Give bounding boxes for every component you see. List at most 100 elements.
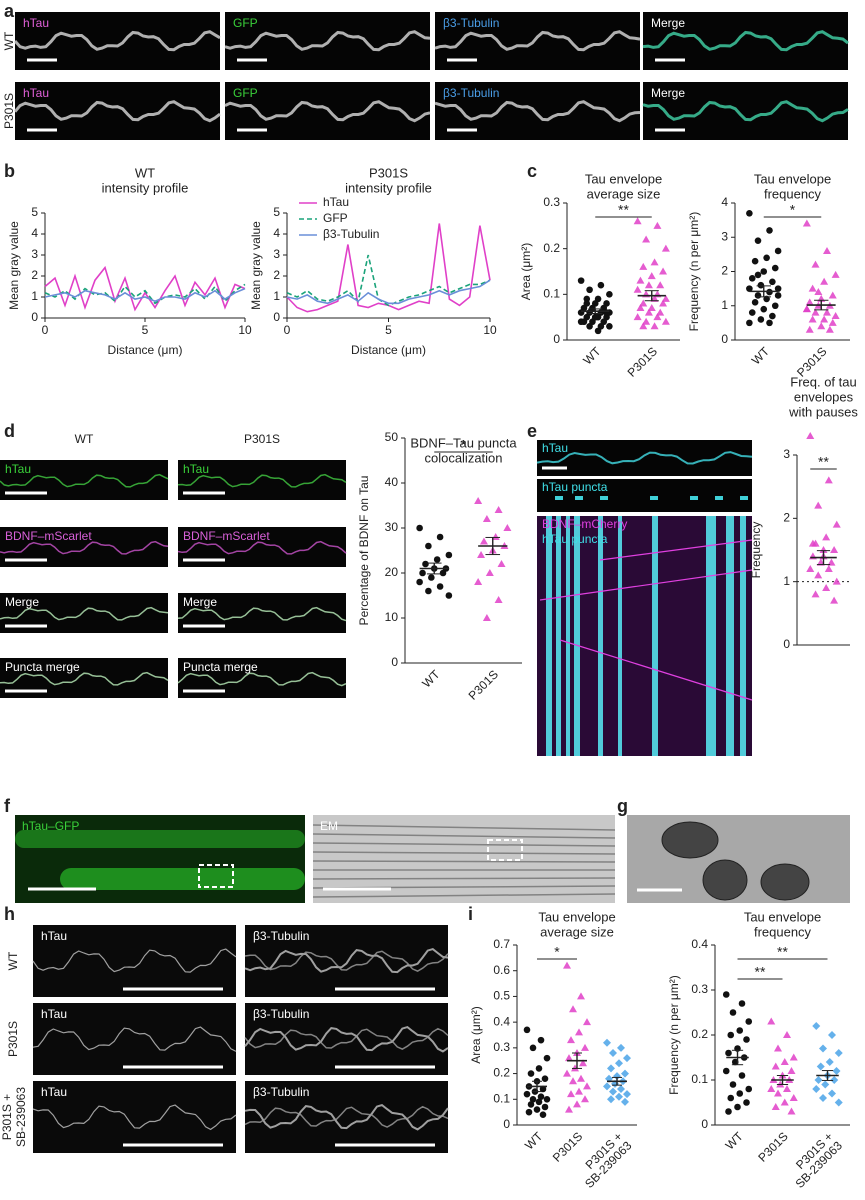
data-point [725, 1108, 732, 1115]
y-tick-label: 0.2 [493, 1066, 510, 1080]
x-tick-label: 10 [483, 323, 497, 337]
data-point [613, 1072, 621, 1081]
kymo-track [566, 516, 570, 756]
em-fiber [312, 842, 616, 847]
filament [536, 451, 753, 465]
image-label: hTau [41, 1007, 67, 1021]
data-point [527, 1101, 535, 1108]
data-point [751, 299, 759, 306]
y-tick-label: 0 [31, 310, 38, 324]
x-tick-label-line: WT [420, 667, 444, 691]
y-tick-label: 40 [385, 475, 399, 489]
image-label: hTau [183, 462, 209, 476]
data-point [757, 281, 765, 289]
data-point [754, 271, 762, 279]
kymo-track [546, 516, 552, 756]
image-label: β3-Tubulin [253, 1085, 309, 1099]
data-point [621, 1097, 629, 1106]
data-point [527, 1070, 535, 1077]
puncta [715, 496, 723, 500]
data-point [482, 515, 491, 522]
puncta [555, 496, 563, 500]
data-point [830, 1076, 839, 1084]
data-point [814, 1076, 823, 1084]
filament [224, 100, 431, 123]
series-line [44, 287, 246, 303]
data-point [609, 1049, 617, 1057]
data-point [577, 309, 585, 316]
data-point [581, 1095, 589, 1103]
significance-label: ** [777, 944, 788, 960]
kymo-track [618, 516, 622, 756]
data-point [569, 1005, 577, 1013]
data-point [760, 268, 768, 275]
y-tick-label: 2 [273, 268, 280, 282]
x-tick-label: 10 [238, 323, 252, 337]
puncta [650, 496, 658, 500]
data-point [523, 1090, 531, 1098]
data-point [656, 281, 665, 289]
image-label: hTau [5, 462, 31, 476]
data-point [820, 315, 829, 323]
y-tick-label: 3 [721, 229, 728, 243]
data-point [633, 313, 642, 321]
puncta [575, 496, 583, 500]
filament [244, 1027, 449, 1050]
image-label: β3-Tubulin [443, 86, 499, 100]
chart-title: intensity profile [345, 180, 432, 195]
filament [13, 30, 221, 52]
data-point [802, 219, 811, 227]
significance-label: ** [818, 454, 829, 470]
y-axis-label: Area (μm²) [469, 1006, 483, 1064]
data-point [636, 304, 645, 312]
data-point [539, 1111, 547, 1119]
kymo-track [598, 516, 603, 756]
x-tick-label: P301S [755, 1129, 790, 1164]
data-point [812, 1085, 821, 1093]
x-axis-label: Distance (μm) [108, 343, 183, 357]
chart-title: Tau envelope [744, 909, 821, 924]
data-point [823, 308, 831, 316]
data-point [834, 1098, 843, 1107]
data-point [563, 1069, 571, 1077]
data-point [633, 217, 642, 225]
image-label: BDNF–mCherry [542, 517, 627, 531]
data-point [659, 267, 668, 275]
y-tick-label: 50 [385, 430, 399, 444]
filament [32, 1026, 237, 1052]
data-point [729, 1081, 737, 1088]
data-point [586, 323, 593, 330]
significance-label: * [790, 202, 796, 218]
y-tick-label: 0 [503, 1117, 510, 1131]
data-point [805, 298, 814, 306]
data-point [615, 1059, 623, 1068]
image-label: Merge [5, 595, 39, 609]
data-point [541, 1103, 549, 1111]
data-point [661, 244, 670, 252]
data-point [537, 1093, 545, 1101]
data-point [763, 254, 770, 262]
data-point [805, 325, 814, 333]
y-tick-label: 3 [783, 447, 790, 461]
row-label: WT [2, 31, 16, 50]
legend-label: β3-Tubulin [323, 227, 379, 241]
y-tick-label: 4 [273, 226, 280, 240]
image-label: BDNF–mScarlet [183, 529, 270, 543]
data-point [586, 286, 593, 294]
data-point [433, 556, 441, 563]
data-point [583, 1018, 591, 1026]
data-point [577, 318, 585, 326]
data-point [754, 237, 762, 244]
data-point [474, 578, 483, 585]
data-point [745, 1018, 753, 1025]
em-fiber [312, 833, 616, 839]
data-point [774, 247, 782, 255]
data-point [642, 317, 651, 325]
y-tick-label: 0.2 [543, 241, 560, 255]
image-label: hTau puncta [542, 480, 608, 494]
data-point [832, 577, 841, 585]
em-fiber [312, 877, 616, 880]
data-point [639, 322, 648, 330]
data-point [808, 539, 817, 547]
x-tick-label: P301S [625, 344, 660, 379]
